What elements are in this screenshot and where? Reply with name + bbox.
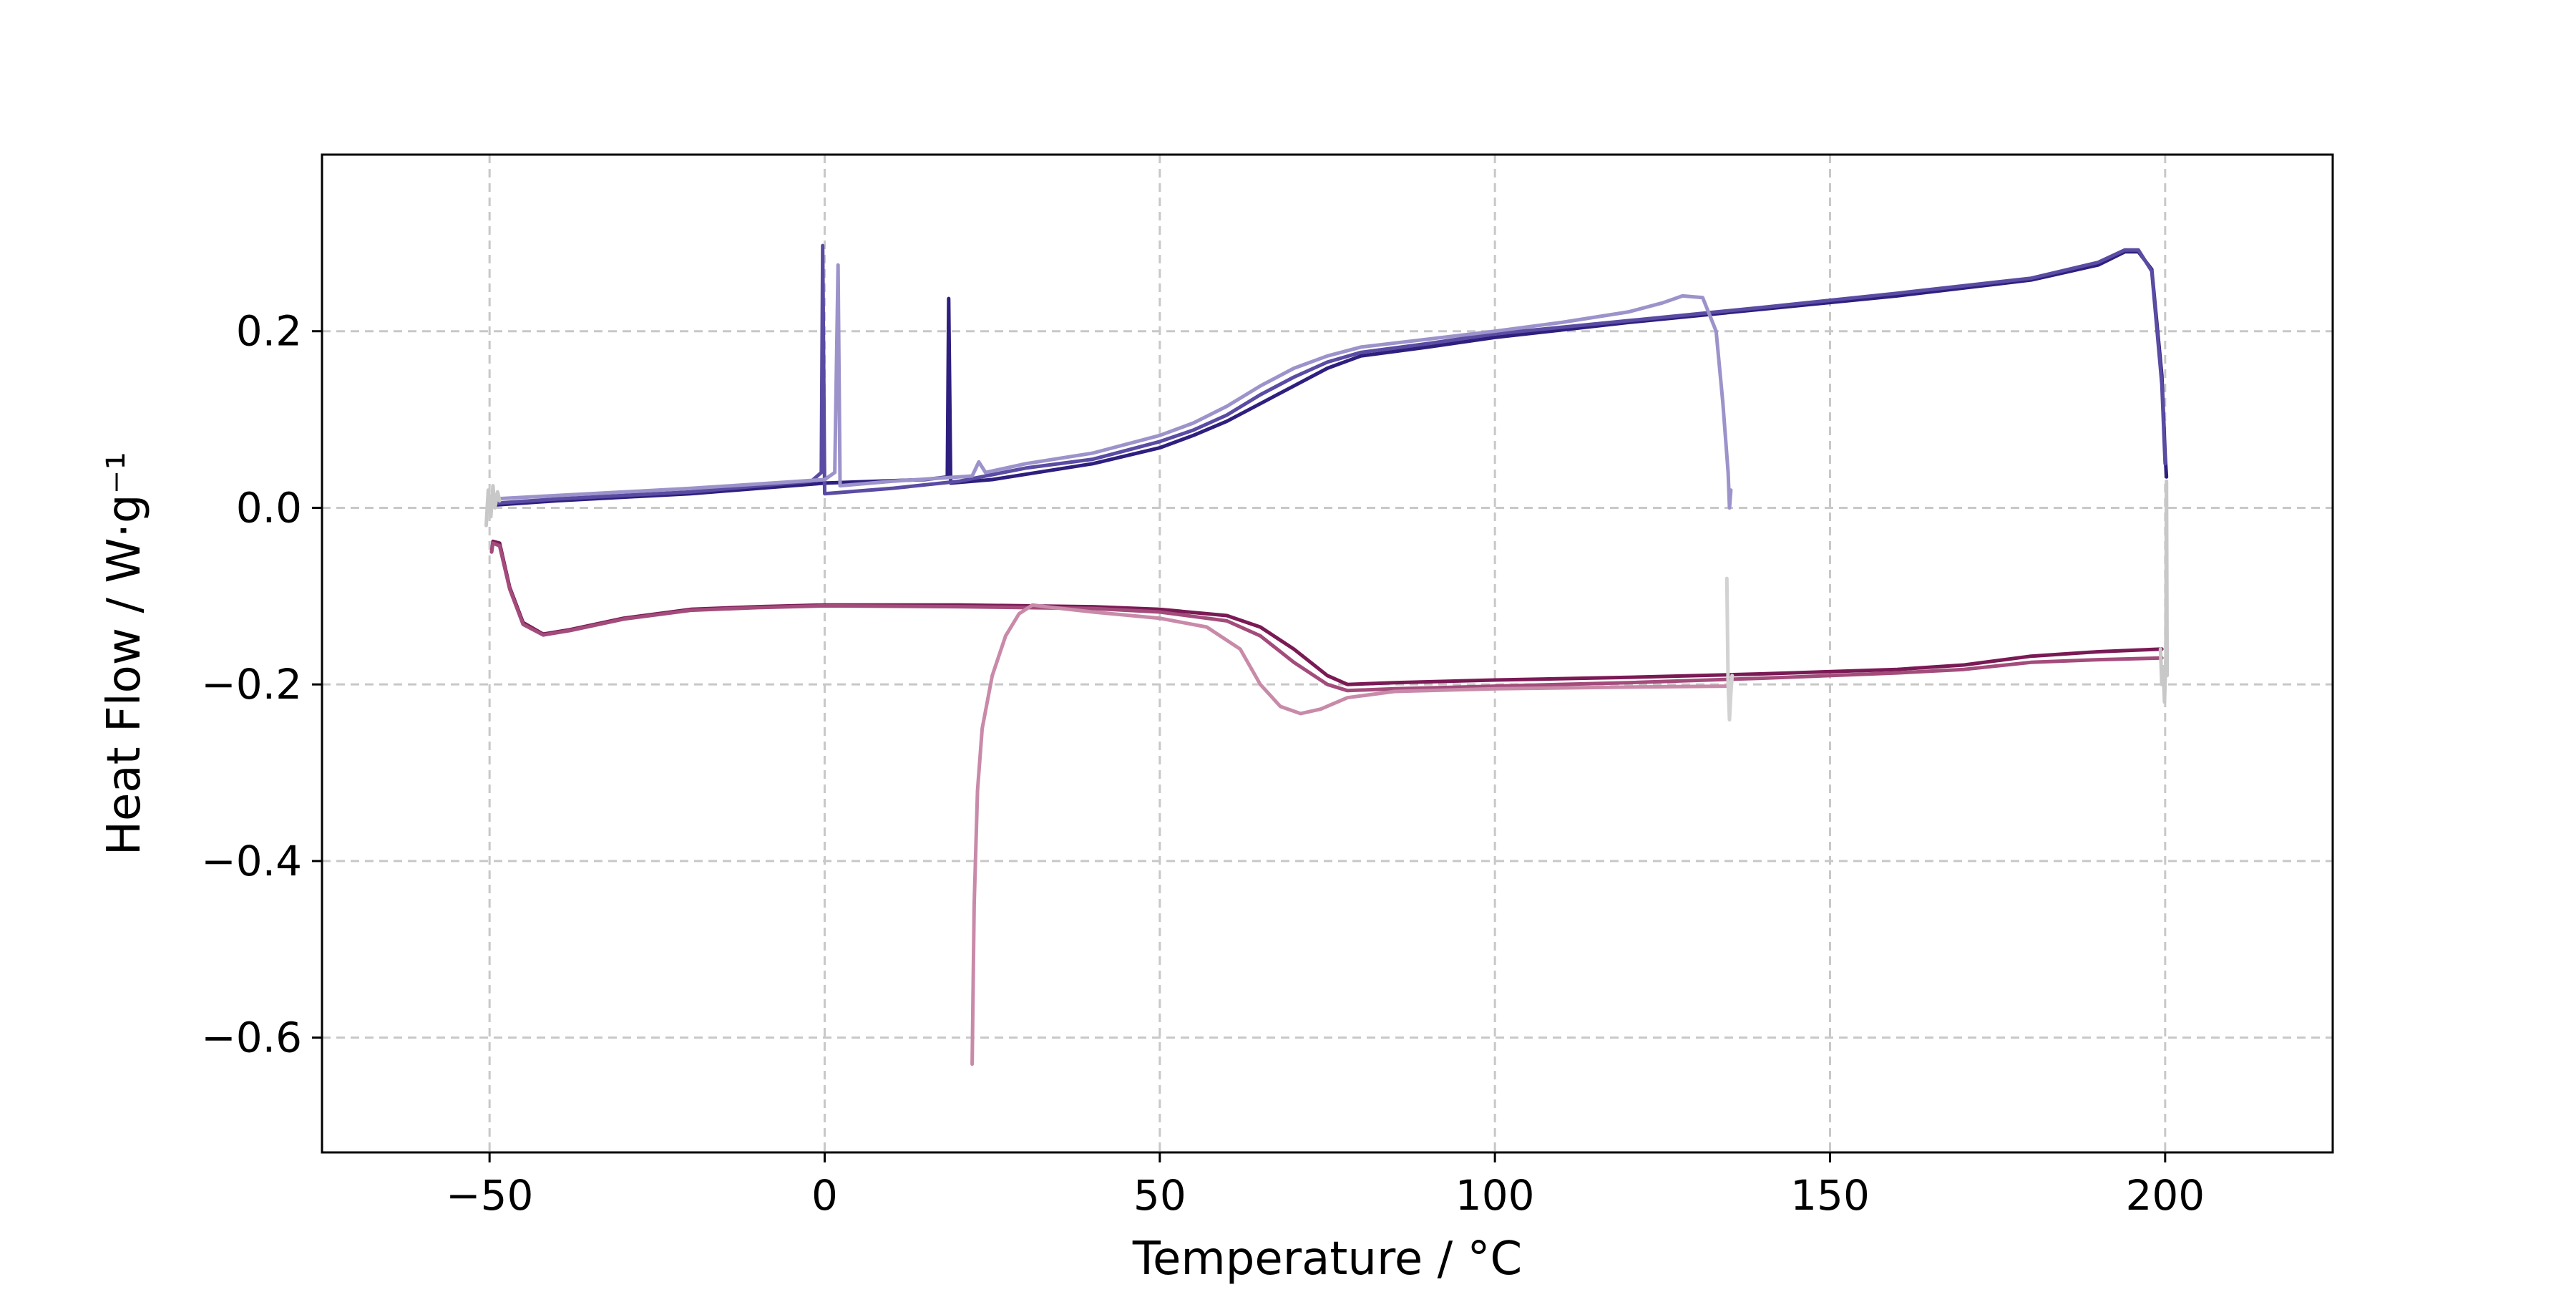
y-tick-label: 0.0 (236, 483, 302, 532)
x-tick-label: −50 (446, 1171, 533, 1220)
grid-layer (322, 155, 2333, 1152)
y-tick-label: −0.4 (201, 837, 302, 885)
plot-frame (321, 153, 2334, 1154)
tick-layer: −50 0 50 100 150 200 0.2 0.0 −0.2 −0.4 −0.6 (201, 307, 2205, 1220)
x-tick-label: 150 (1790, 1171, 1870, 1220)
series-line-6 (970, 603, 1728, 1067)
series-line-7 (484, 484, 502, 528)
y-tick-label: −0.2 (201, 660, 302, 709)
series-line-9 (2158, 479, 2170, 704)
series-layer (484, 243, 2170, 1067)
y-axis-label: Heat Flow / W·g⁻¹ (98, 452, 151, 855)
series-line-2 (491, 243, 2167, 505)
series-line-8 (1724, 576, 1735, 722)
x-tick-label: 0 (811, 1171, 838, 1220)
x-tick-label: 50 (1133, 1171, 1186, 1220)
x-tick-label: 200 (2125, 1171, 2205, 1220)
y-tick-label: −0.6 (201, 1014, 302, 1062)
series-line-3 (491, 263, 1733, 510)
y-tick-label: 0.2 (236, 307, 302, 356)
x-axis-label: Temperature / °C (1132, 1233, 1522, 1286)
x-tick-label: 100 (1455, 1171, 1535, 1220)
series-line-5 (489, 541, 2164, 693)
series-line-4 (489, 539, 2164, 686)
